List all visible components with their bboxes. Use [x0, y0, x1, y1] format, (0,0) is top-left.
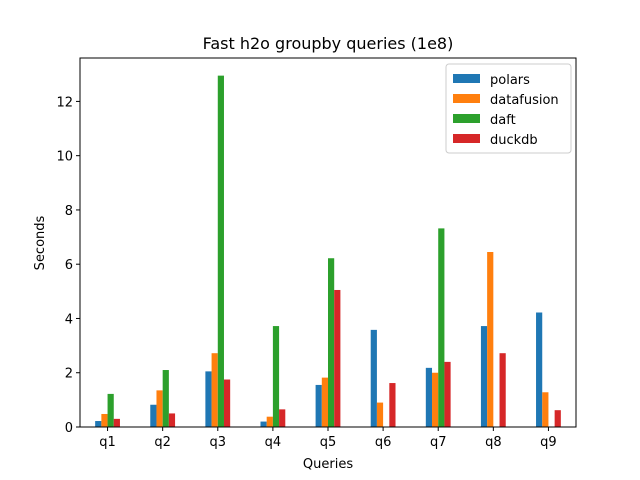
y-tick-label-4: 4 [65, 312, 73, 327]
bar-duckdb-q1 [113, 418, 120, 427]
bar-duckdb-q9 [554, 410, 561, 427]
y-tick-label-2: 2 [65, 367, 73, 382]
x-tick-label-q4: q4 [265, 435, 282, 450]
x-tick-label-q1: q1 [99, 435, 116, 450]
y-axis-title: Seconds [33, 215, 48, 270]
bar-duckdb-q3 [223, 379, 231, 427]
x-tick-label-q5: q5 [320, 435, 337, 450]
y-tick-label-0: 0 [65, 421, 73, 436]
legend-label-daft: daft [490, 113, 516, 128]
bar-duckdb-q5 [334, 289, 341, 427]
x-tick-label-q9: q9 [540, 435, 557, 450]
bar-polars-q7 [425, 367, 433, 427]
y-tick-label-8: 8 [65, 204, 73, 219]
bar-polars-q8 [480, 326, 488, 427]
legend-swatch-polars [453, 74, 480, 83]
x-tick-label-q7: q7 [430, 435, 447, 450]
legend-swatch-daft [453, 114, 480, 123]
bar-datafusion-q6 [376, 402, 384, 427]
legend-label-datafusion: datafusion [490, 93, 559, 108]
bar-polars-q5 [315, 384, 322, 427]
bar-polars-q2 [150, 404, 157, 427]
y-tick-label-12: 12 [56, 95, 73, 110]
bar-daft-q2 [162, 370, 169, 427]
axes-group: q1 q2 q3 q4 q5 q6 q7 q8 q9 0 2 4 6 8 10 12 [56, 57, 577, 450]
bar-polars-q9 [536, 312, 543, 427]
bar-daft-q1 [107, 393, 114, 427]
bar-datafusion-q7 [432, 372, 439, 427]
bar-datafusion-q9 [542, 392, 549, 427]
bar-duckdb-q7 [444, 361, 451, 427]
bar-daft-q7 [438, 228, 445, 427]
legend-label-duckdb: duckdb [490, 133, 538, 148]
x-tick-label-q3: q3 [210, 435, 227, 450]
bars-group [95, 75, 561, 427]
legend-frame [445, 63, 572, 154]
y-tick-label-6: 6 [65, 258, 73, 273]
x-axis-title: Queries [303, 457, 353, 472]
bar-datafusion-q5 [321, 377, 328, 427]
bar-polars-q4 [260, 421, 267, 427]
x-tick-label-q8: q8 [485, 435, 502, 450]
bar-polars-q3 [205, 371, 212, 427]
y-tick-label-10: 10 [56, 150, 73, 165]
legend-swatch-datafusion [453, 94, 480, 103]
bar-datafusion-q2 [156, 390, 163, 427]
bar-duckdb-q4 [279, 409, 286, 427]
bar-duckdb-q2 [168, 413, 176, 427]
bar-datafusion-q1 [101, 413, 108, 427]
bar-datafusion-q3 [211, 353, 218, 427]
bar-polars-q1 [95, 421, 102, 427]
x-tick-label-q6: q6 [375, 435, 392, 450]
bar-duckdb-q6 [389, 383, 396, 427]
chart-title: Fast h2o groupby queries (1e8) [203, 34, 454, 53]
legend-label-polars: polars [490, 73, 530, 88]
bar-datafusion-q4 [266, 416, 273, 427]
legend: polars datafusion daft duckdb [445, 63, 572, 154]
bar-daft-q3 [217, 75, 224, 427]
bar-datafusion-q8 [487, 252, 494, 427]
legend-swatch-duckdb [453, 134, 480, 143]
x-tick-label-q2: q2 [154, 435, 171, 450]
bar-duckdb-q8 [499, 353, 506, 427]
bar-daft-q4 [272, 326, 280, 427]
bar-polars-q6 [370, 329, 377, 427]
bar-daft-q5 [328, 258, 335, 427]
